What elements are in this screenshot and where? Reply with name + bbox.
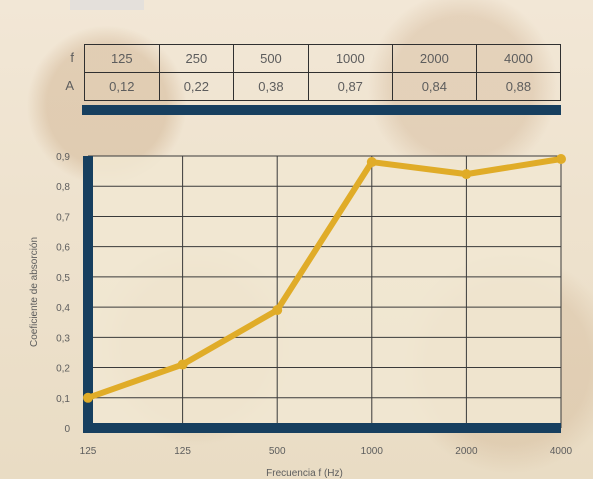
- absorption-cell: 0,88: [475, 72, 562, 101]
- absorption-row: A 0,12 0,22 0,38 0,87 0,84 0,88: [65, 72, 562, 101]
- data-point: [556, 154, 566, 165]
- x-tick-label: 2000: [455, 446, 478, 457]
- row-label-a-text: A: [65, 77, 74, 93]
- y-tick-label: 0,1: [56, 394, 70, 405]
- series-line-absorption: [85, 156, 564, 401]
- data-point: [461, 169, 472, 180]
- y-tick-label: 0: [64, 424, 70, 435]
- y-tick-label: 0,6: [56, 243, 70, 254]
- x-tick-label: 4000: [550, 446, 573, 457]
- y-tick-label: 0,7: [56, 212, 70, 223]
- x-axis-title: Frecuencia f (Hz): [266, 468, 343, 479]
- y-tick-label: 0,5: [56, 273, 70, 284]
- x-tick-label: 125: [80, 446, 97, 457]
- data-point: [83, 392, 93, 403]
- y-tick-label: 0,2: [56, 364, 70, 375]
- y-axis-bar: [83, 156, 93, 433]
- table-bottom-bar: [82, 105, 561, 115]
- absorption-cell: 0,38: [233, 72, 309, 101]
- y-tick-label: 0,9: [56, 152, 70, 163]
- freq-cell: 4000: [475, 44, 562, 73]
- x-tick-label: 125: [174, 446, 191, 457]
- top-tab-decoration: [70, 0, 144, 10]
- x-tick-label: 1000: [361, 446, 384, 457]
- row-label-f: f: [70, 44, 85, 73]
- x-tick-label: 500: [269, 446, 286, 457]
- absorption-cell: 0,87: [307, 72, 393, 101]
- data-point: [177, 359, 188, 370]
- y-tick-label: 0,4: [56, 303, 70, 314]
- row-label-f-text: f: [70, 49, 74, 65]
- data-point: [366, 157, 377, 168]
- absorption-cell: 0,12: [84, 72, 160, 101]
- absorption-cell: 0,22: [158, 72, 235, 101]
- y-axis-title: Coeficiente de absorción: [29, 237, 40, 347]
- y-tick-label: 0,8: [56, 182, 70, 193]
- absorption-table: f 125 250 500 1000 2000 4000 A 0,12 0,22…: [65, 44, 562, 101]
- row-label-a: A: [65, 72, 85, 101]
- y-tick-label: 0,3: [56, 333, 70, 344]
- x-axis-bar: [83, 423, 561, 433]
- data-point: [272, 305, 283, 316]
- absorption-cell: 0,84: [391, 72, 477, 101]
- plot-area: [88, 156, 561, 428]
- freq-cell: 500: [233, 44, 309, 73]
